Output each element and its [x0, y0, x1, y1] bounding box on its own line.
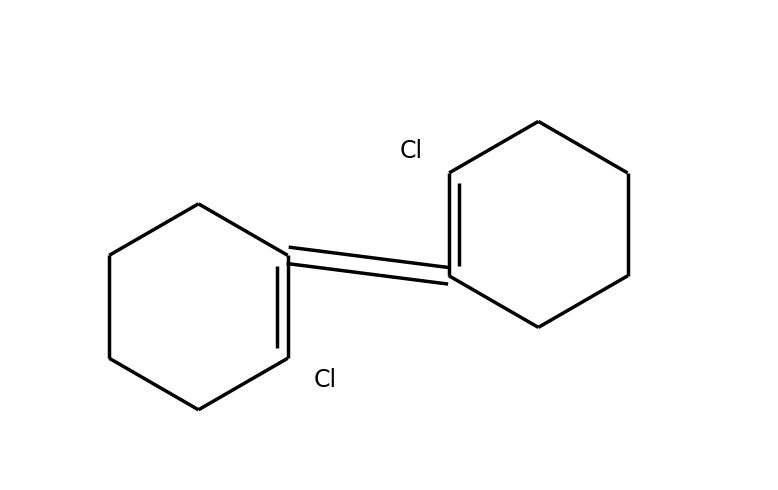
Text: Cl: Cl — [400, 139, 423, 163]
Text: Cl: Cl — [314, 368, 337, 392]
